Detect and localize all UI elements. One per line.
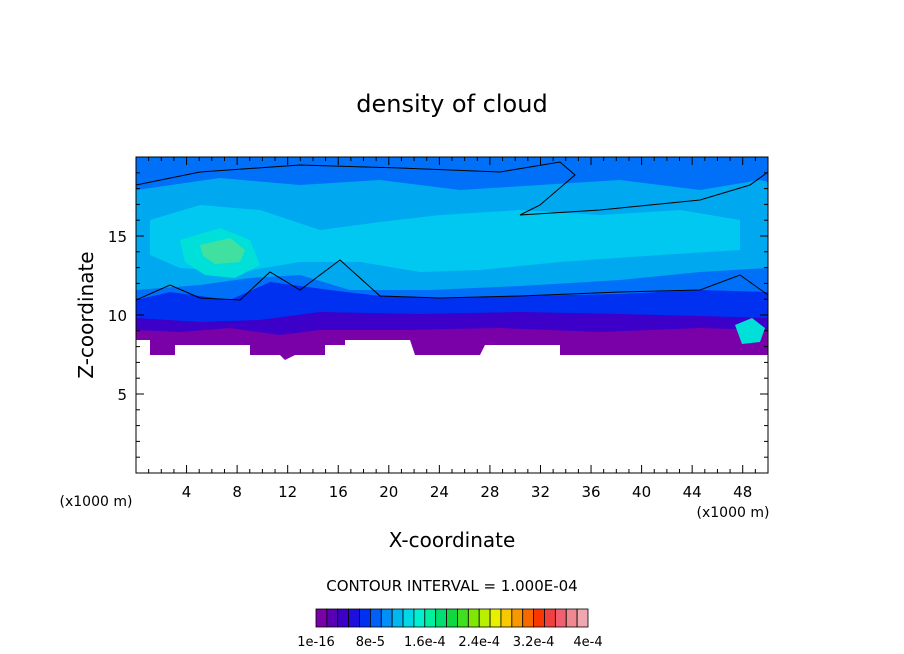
colorbar-swatch xyxy=(500,608,513,628)
contour-interval-label: CONTOUR INTERVAL = 1.000E-04 xyxy=(326,577,577,595)
y-axis: 5 10 15 xyxy=(108,172,768,458)
colorbar-tick-label: 1.6e-4 xyxy=(404,635,446,650)
x-tick-label: 44 xyxy=(683,483,702,501)
colorbar-swatch xyxy=(511,608,524,628)
colorbar-tick-label: 3.2e-4 xyxy=(513,635,555,650)
contour-line-lower xyxy=(136,259,768,301)
chart-title: density of cloud xyxy=(356,90,547,118)
contour-fill-green-core xyxy=(200,238,245,264)
colorbar-swatch xyxy=(435,608,447,628)
colorbar-swatch xyxy=(359,608,371,628)
colorbar-swatch xyxy=(413,608,426,628)
contour-line-upper xyxy=(136,161,768,216)
contour-fill-top-band xyxy=(136,157,768,180)
x-tick-label: 16 xyxy=(329,483,348,501)
x-tick-label: 4 xyxy=(182,483,192,501)
colorbar-swatch xyxy=(457,608,469,628)
colorbar-swatch xyxy=(402,608,415,628)
y-tick-label: 15 xyxy=(108,228,127,246)
x-axis-unit-right: (x1000 m) xyxy=(697,505,770,521)
colorbar-swatch xyxy=(522,608,534,628)
x-tick-label: 8 xyxy=(232,483,242,501)
x-tick-label: 40 xyxy=(632,483,651,501)
colorbar-tick-label: 8e-5 xyxy=(356,635,385,650)
colorbar-swatch xyxy=(424,608,437,628)
contour-fill-right-core xyxy=(735,318,765,344)
x-tick-label: 36 xyxy=(581,483,600,501)
colorbar xyxy=(315,608,589,628)
colorbar-swatch xyxy=(315,608,328,628)
colorbar-swatch xyxy=(489,608,502,628)
colorbar-swatch xyxy=(391,608,404,628)
y-tick-label: 5 xyxy=(117,386,127,404)
x-tick-label: 48 xyxy=(733,483,752,501)
x-axis: 4 8 12 16 20 24 28 32 36 40 44 48 xyxy=(148,157,756,501)
plot-area xyxy=(136,157,768,473)
colorbar-tick-label: 2.4e-4 xyxy=(458,635,500,650)
contour-fill-cyan xyxy=(150,205,740,272)
colorbar-swatch xyxy=(326,608,339,628)
colorbar-swatch xyxy=(467,608,480,628)
x-tick-label: 32 xyxy=(531,483,550,501)
colorbar-swatch xyxy=(533,608,545,628)
colorbar-swatch xyxy=(380,608,393,628)
x-tick-label: 24 xyxy=(430,483,449,501)
y-tick-label: 10 xyxy=(108,307,127,325)
colorbar-tick-label: 1e-16 xyxy=(297,635,335,650)
colorbar-tick-label: 4e-4 xyxy=(573,635,602,650)
x-tick-label: 28 xyxy=(480,483,499,501)
colorbar-swatch xyxy=(369,608,382,628)
colorbar-swatch xyxy=(544,608,556,628)
x-tick-label: 12 xyxy=(278,483,297,501)
colorbar-swatch xyxy=(446,608,458,628)
x-axis-label: X-coordinate xyxy=(389,528,516,552)
colorbar-swatch xyxy=(576,608,589,628)
y-axis-label: Z-coordinate xyxy=(74,251,98,378)
colorbar-swatch xyxy=(348,608,360,628)
x-axis-unit-left: (x1000 m) xyxy=(60,494,133,510)
x-tick-label: 20 xyxy=(379,483,398,501)
colorbar-swatch xyxy=(478,608,491,628)
colorbar-swatch xyxy=(337,608,350,628)
colorbar-labels: 1e-16 8e-5 1.6e-4 2.4e-4 3.2e-4 4e-4 xyxy=(297,635,602,650)
colorbar-swatch xyxy=(565,608,578,628)
colorbar-swatch xyxy=(554,608,567,628)
